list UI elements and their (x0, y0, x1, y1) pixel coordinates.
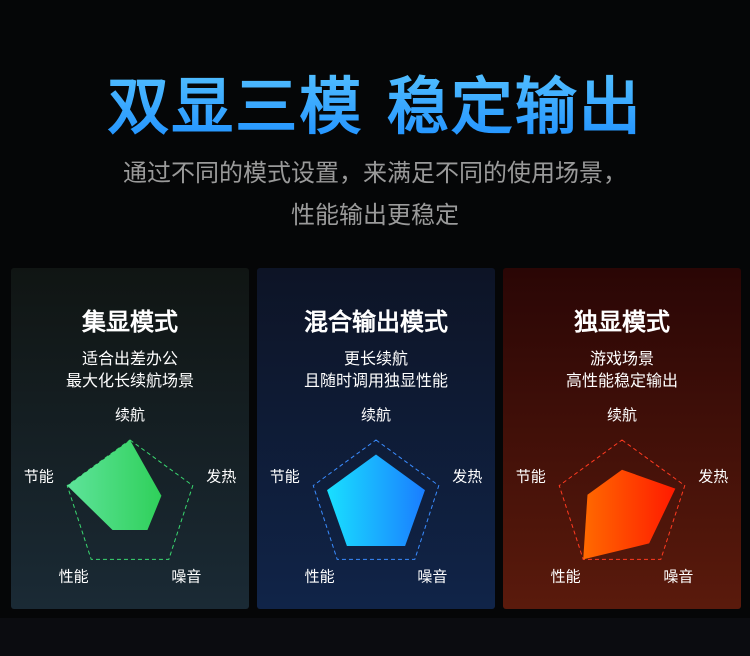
radar-area (583, 469, 676, 560)
axis-label: 节能 (516, 467, 546, 485)
mode-card: 混合输出模式 更长续航且随时调用独显性能 续航发热噪音 性能 节能 (257, 268, 495, 609)
mode-description: 适合出差办公 最大化长续航场景 (11, 348, 249, 392)
axis-label: 节能 (24, 467, 54, 485)
desc-line: 高性能稳定输出 (565, 371, 678, 390)
radar-area (327, 454, 425, 547)
mode-card: 独显模式 游戏场景高性能稳定输出 续航发热噪音 性能 节能 (503, 268, 741, 609)
axis-label: 续航 (607, 406, 637, 424)
axis-label: 性能 (551, 568, 581, 586)
subtitle-line: 通过不同的模式设置，来满足不同的使用场景， (123, 159, 627, 187)
mode-title: 独显模式 (574, 308, 670, 336)
subtitle: 通过不同的模式设置，来满足不同的使用场景， 性能输出更稳定 (0, 152, 750, 236)
desc-line: 适合出差办公 (81, 349, 178, 368)
radar-outline (558, 439, 686, 560)
radar-outline (66, 439, 194, 560)
axis-label: 性能 (305, 568, 335, 586)
axis-label: 续航 (115, 406, 145, 424)
axis-label: 噪音 (417, 568, 447, 586)
radar-outline (312, 439, 440, 560)
mode-title: 集显模式 (82, 308, 178, 336)
mode-description: 更长续航且随时调用独显性能 (257, 348, 495, 392)
desc-line: 最大化长续航场景 (65, 371, 194, 390)
desc-line: 游戏场景 (589, 349, 654, 368)
axis-label: 发热 (452, 467, 482, 485)
bottom-strip (0, 618, 750, 656)
mode-description: 游戏场景高性能稳定输出 (503, 348, 741, 392)
axis-label: 噪音 (663, 568, 693, 586)
axis-label: 发热 (206, 467, 236, 485)
desc-line: 且随时调用独显性能 (303, 371, 448, 390)
radar-area (67, 440, 162, 531)
subtitle-line: 性能输出更稳定 (291, 201, 459, 229)
axis-label: 续航 (361, 406, 391, 424)
axis-label: 发热 (698, 467, 728, 485)
axis-label: 节能 (270, 467, 300, 485)
mode-card: 集显模式 适合出差办公 最大化长续航场景 续航 发热 噪音 性能 节能 (11, 268, 249, 609)
axis-label: 性能 (59, 568, 89, 586)
desc-line: 更长续航 (343, 349, 408, 368)
mode-title: 混合输出模式 (304, 308, 448, 336)
page-title: 双显三模 稳定输出 (0, 56, 750, 146)
axis-label: 噪音 (171, 568, 201, 586)
